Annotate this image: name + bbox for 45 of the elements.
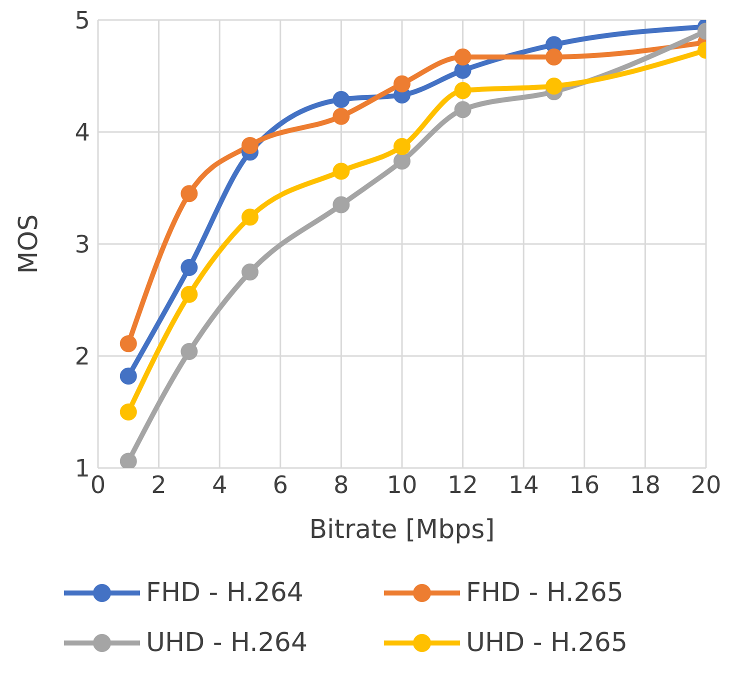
point	[454, 101, 472, 118]
x-tick-label: 18	[630, 471, 660, 500]
point	[394, 138, 410, 156]
x-tick-label: 0	[90, 471, 106, 500]
point	[180, 286, 198, 303]
point	[180, 259, 198, 276]
point	[120, 368, 137, 385]
y-tick-label: 1	[74, 454, 90, 483]
point	[242, 264, 258, 280]
point	[332, 108, 350, 125]
x-tick-label: 12	[448, 471, 478, 500]
x-tick-label: 2	[151, 471, 166, 500]
x-tick-label: 14	[508, 471, 539, 500]
point	[546, 48, 562, 66]
x-axis-title: Bitrate [Mbps]	[309, 515, 495, 545]
x-tick-label: 6	[272, 471, 288, 500]
x-tick-label: 20	[690, 471, 722, 500]
point	[242, 136, 258, 154]
point	[394, 75, 410, 92]
point	[180, 343, 198, 360]
point	[120, 404, 137, 420]
point	[180, 185, 198, 202]
point	[454, 48, 472, 66]
point	[120, 452, 137, 468]
x-tick-label: 10	[386, 471, 418, 500]
y-axis-title: MOS	[14, 214, 44, 274]
point	[332, 91, 350, 108]
legend-label: FHD - H.264	[146, 578, 304, 608]
legend-label: UHD - H.265	[466, 628, 628, 658]
point	[120, 335, 137, 352]
y-tick-label: 3	[74, 230, 90, 259]
point	[546, 78, 562, 95]
x-tick-label: 4	[212, 471, 228, 500]
point	[454, 82, 472, 100]
x-tick-label: 8	[334, 471, 349, 500]
y-tick-label: 4	[74, 118, 90, 147]
point	[332, 162, 350, 180]
y-tick-label: 5	[74, 6, 90, 35]
legend-label: UHD - H.264	[146, 628, 308, 658]
y-tick-label: 2	[74, 342, 90, 371]
x-tick-label: 16	[569, 471, 600, 500]
point	[332, 196, 350, 214]
legend-label: FHD - H.265	[466, 578, 624, 608]
point	[242, 208, 258, 226]
point	[394, 152, 410, 170]
